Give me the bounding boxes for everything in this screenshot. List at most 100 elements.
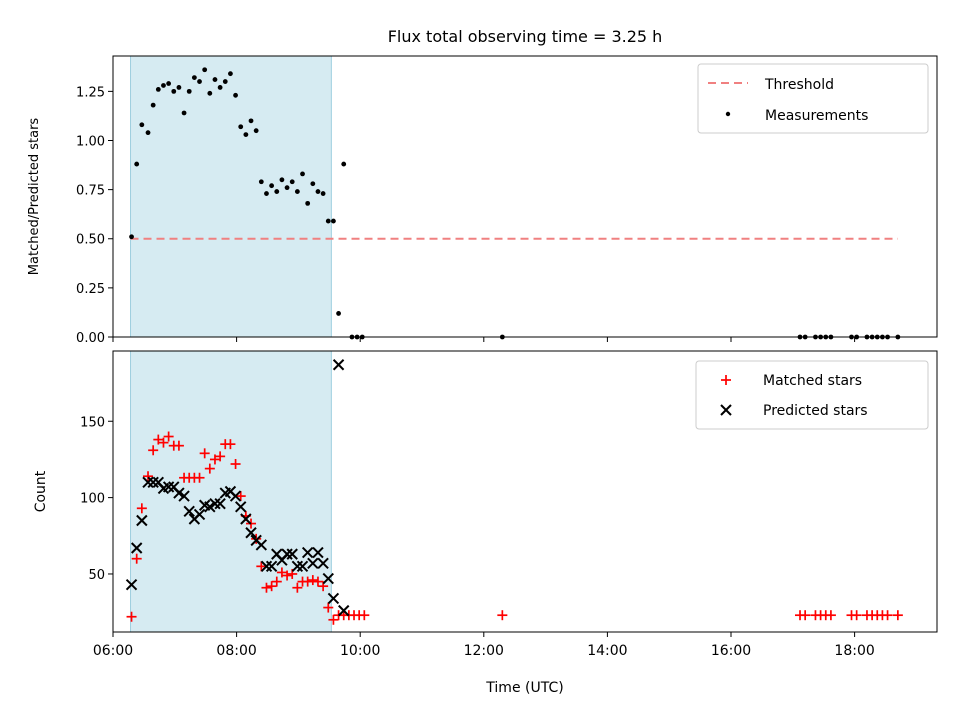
measurement-point xyxy=(341,161,347,167)
matched-star-point xyxy=(163,431,174,442)
measurement-point xyxy=(202,67,208,73)
x-tick-label: 08:00 xyxy=(216,643,256,659)
measurement-point xyxy=(294,189,300,194)
matched-star-point xyxy=(251,533,262,544)
legend-measurements-label: Measurements xyxy=(765,108,868,124)
legend-predicted-label: Predicted stars xyxy=(763,403,868,419)
ratio-legend: Threshold Measurements xyxy=(697,63,929,134)
predicted-star-point xyxy=(240,513,252,525)
x-tick-label: 12:00 xyxy=(464,643,504,659)
matched-star-point xyxy=(800,610,811,621)
measurement-point xyxy=(310,181,316,187)
measurement-point xyxy=(191,75,197,81)
predicted-star-point xyxy=(147,476,159,489)
predicted-star-point xyxy=(204,501,216,513)
predicted-star-point xyxy=(312,546,324,559)
predicted-star-point xyxy=(178,490,190,502)
predicted-star-point xyxy=(301,546,314,559)
measurement-point xyxy=(258,179,264,185)
measurement-point xyxy=(264,191,269,196)
measurement-point xyxy=(181,110,187,116)
count-x-ticks: 06:00 08:00 10:00 12:00 14:00 16:00 18:00 xyxy=(93,632,875,659)
matched-star-point xyxy=(825,610,836,621)
legend-plus-marker xyxy=(721,375,731,385)
count-panel: 50 100 150 06:00 08:00 10:00 12:00 14:00 16:00 1… xyxy=(33,350,938,696)
measurement-point xyxy=(289,179,295,185)
measurement-point xyxy=(248,118,254,124)
legend-predicted-swatch xyxy=(720,404,732,416)
predicted-star-point xyxy=(162,481,175,493)
measurement-point xyxy=(150,102,156,108)
predicted-star-point xyxy=(307,557,319,569)
x-tick-label: 18:00 xyxy=(834,643,874,659)
matched-star-point xyxy=(225,439,236,450)
measurement-point xyxy=(274,189,280,194)
matched-star-point xyxy=(153,434,164,445)
measurement-point xyxy=(161,83,166,88)
ratio-y-tick-label: 1.25 xyxy=(76,85,105,100)
ratio-y-tick-label: 1.00 xyxy=(76,134,105,149)
matched-star-point xyxy=(148,445,159,456)
matched-star-point xyxy=(261,582,272,593)
predicted-star-point xyxy=(193,508,206,521)
matched-star-point xyxy=(302,576,313,587)
matched-star-point xyxy=(359,610,370,621)
x-tick-label: 14:00 xyxy=(587,643,627,659)
predicted-star-point xyxy=(317,557,329,569)
ratio-y-tick-label: 0.50 xyxy=(76,233,105,248)
measurement-point xyxy=(197,79,202,84)
matched-star-point xyxy=(271,576,282,587)
legend-x-marker xyxy=(720,404,732,416)
measurement-point xyxy=(212,77,218,82)
measurement-point xyxy=(279,177,285,183)
count-y-tick-label: 100 xyxy=(80,492,105,507)
measurement-point xyxy=(228,71,233,77)
predicted-star-point xyxy=(183,505,195,518)
predicted-star-point xyxy=(235,501,247,513)
measurement-points xyxy=(129,67,901,340)
measurement-point xyxy=(145,130,151,136)
ratio-panel: 0.00 0.25 0.50 0.75 1.00 1.25 Flux total obse… xyxy=(27,27,938,346)
matched-star-point xyxy=(497,610,508,621)
measurement-point xyxy=(315,189,321,194)
predicted-star-point xyxy=(260,560,273,573)
measurement-point xyxy=(269,183,275,189)
count-legend: Matched stars Predicted stars xyxy=(695,360,929,430)
predicted-star-point xyxy=(209,498,221,510)
predicted-star-point xyxy=(245,527,257,539)
measurement-point xyxy=(284,185,290,191)
matched-star-point xyxy=(323,602,334,613)
predicted-star-point xyxy=(214,498,226,510)
legend-threshold-label: Threshold xyxy=(764,77,834,93)
measurement-point xyxy=(336,311,341,316)
measurement-point xyxy=(139,122,145,128)
legend-matched-label: Matched stars xyxy=(763,373,862,389)
matched-star-point xyxy=(143,471,154,482)
ratio-y-ticks: 0.00 0.25 0.50 0.75 1.00 1.25 xyxy=(76,85,113,346)
matched-star-point xyxy=(126,611,137,622)
measurement-point xyxy=(222,79,228,84)
predicted-star-point xyxy=(136,514,148,527)
count-panel-frame xyxy=(112,350,938,633)
predicted-star-point xyxy=(130,542,143,554)
measurement-point xyxy=(300,171,305,177)
predicted-star-point xyxy=(322,572,334,585)
measurement-point xyxy=(217,85,223,90)
matched-star-point xyxy=(215,451,226,462)
ratio-y-tick-label: 0.25 xyxy=(76,282,105,297)
ratio-x-ticks xyxy=(112,337,856,342)
measurement-point xyxy=(325,218,331,224)
matched-star-point xyxy=(328,614,339,625)
matched-star-point xyxy=(882,610,893,621)
legend-measurements-swatch xyxy=(725,111,731,117)
observing-window-shade xyxy=(130,55,332,338)
ratio-y-tick-label: 0.00 xyxy=(76,331,105,346)
predicted-stars-points xyxy=(125,359,350,617)
predicted-star-point xyxy=(332,359,345,371)
measurement-point xyxy=(305,200,311,206)
measurement-point xyxy=(155,87,161,92)
predicted-star-point xyxy=(265,560,278,573)
predicted-star-point xyxy=(286,548,298,560)
measurement-point xyxy=(253,128,259,134)
matched-star-point xyxy=(292,582,303,593)
